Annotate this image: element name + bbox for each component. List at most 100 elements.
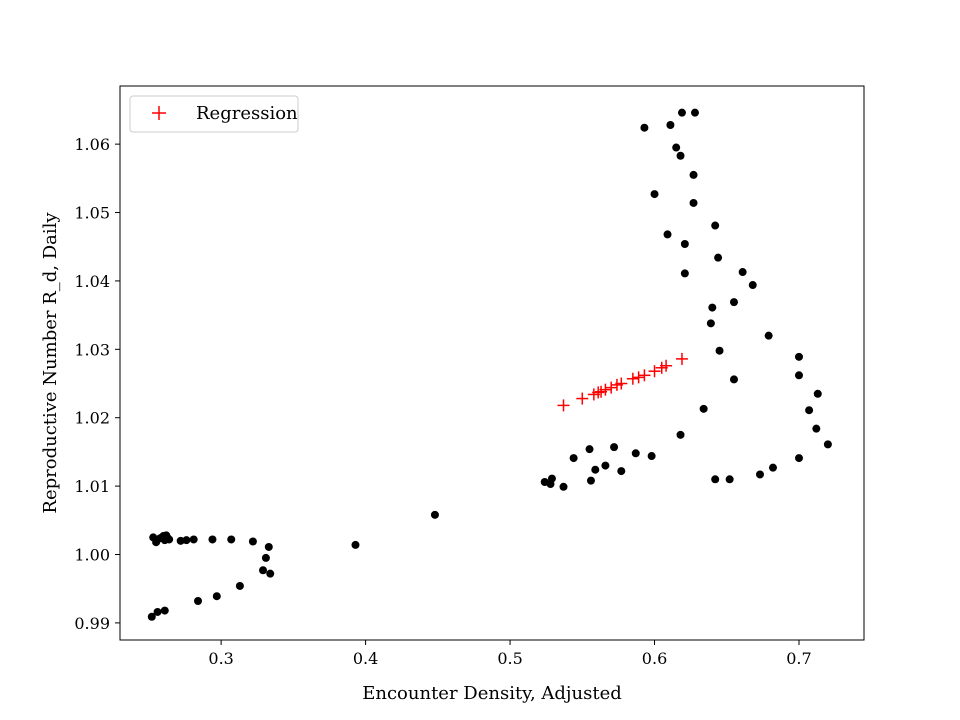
data-point — [212, 592, 221, 601]
data-point — [160, 606, 169, 615]
data-point — [680, 269, 689, 278]
data-point — [690, 108, 699, 117]
regression-point — [599, 383, 612, 396]
data-point — [794, 352, 803, 361]
data-point — [768, 463, 777, 472]
y-tick-label: 1.00 — [74, 546, 110, 565]
x-tick-label: 0.6 — [642, 649, 667, 668]
data-point — [430, 510, 439, 519]
data-point — [755, 470, 764, 479]
data-point — [677, 108, 686, 117]
regression-point — [660, 359, 673, 372]
data-point — [666, 120, 675, 129]
data-point — [264, 542, 273, 551]
regression-point — [557, 399, 570, 412]
data-point — [153, 607, 162, 616]
data-point — [631, 449, 640, 458]
data-point — [764, 331, 773, 340]
y-tick-label: 1.06 — [74, 135, 110, 154]
regression-point — [626, 372, 639, 385]
data-point — [805, 406, 814, 415]
data-point — [227, 535, 236, 544]
data-point — [259, 566, 268, 575]
data-point — [182, 536, 191, 545]
x-tick-label: 0.3 — [208, 649, 233, 668]
x-tick-label: 0.4 — [353, 649, 378, 668]
data-point — [676, 430, 685, 439]
y-tick-label: 0.99 — [74, 614, 110, 633]
data-point — [586, 476, 595, 485]
regression-point — [648, 365, 661, 378]
regression-point — [576, 392, 589, 405]
data-point — [725, 475, 734, 484]
data-point — [610, 443, 619, 452]
data-point — [547, 474, 556, 483]
data-point — [194, 597, 203, 606]
data-point — [617, 467, 626, 476]
plot-frame — [119, 85, 865, 641]
data-point — [738, 268, 747, 277]
data-point — [351, 540, 360, 549]
data-point — [165, 535, 174, 544]
data-point — [559, 482, 568, 491]
data-point — [676, 151, 685, 160]
regression-point — [638, 369, 651, 382]
regression-point — [605, 381, 618, 394]
x-axis: 0.3 0.4 0.5 0.6 0.7 — [208, 640, 812, 668]
legend-marker-regression — [152, 106, 166, 120]
data-point — [729, 298, 738, 307]
data-point — [680, 239, 689, 248]
plot-marks — [147, 108, 832, 621]
data-point — [715, 346, 724, 355]
data-point — [176, 536, 185, 545]
data-point — [711, 221, 720, 230]
y-tick-label: 1.04 — [74, 272, 110, 291]
data-point — [706, 319, 715, 328]
data-point — [235, 581, 244, 590]
x-tick-label: 0.5 — [497, 649, 522, 668]
legend-label-regression: Regression — [196, 103, 298, 124]
data-point — [647, 452, 656, 461]
x-tick-label: 0.7 — [786, 649, 811, 668]
legend-box — [129, 95, 299, 133]
data-point — [663, 230, 672, 239]
data-point — [794, 371, 803, 380]
y-tick-label: 1.02 — [74, 409, 110, 428]
x-axis-label: Encounter Density, Adjusted — [362, 683, 622, 704]
data-point — [266, 569, 275, 578]
data-point — [714, 253, 723, 262]
data-point — [189, 535, 198, 544]
y-axis: 0.99 1.00 1.01 1.02 1.03 1.04 1.05 1.06 — [74, 135, 120, 633]
y-tick-label: 1.05 — [74, 204, 110, 223]
y-tick-label: 1.01 — [74, 477, 110, 496]
data-point — [248, 537, 257, 546]
y-tick-label: 1.03 — [74, 340, 110, 359]
data-point — [640, 123, 649, 132]
legend: Regression — [129, 95, 299, 133]
data-point — [601, 461, 610, 470]
data-point — [813, 389, 822, 398]
y-axis-label: Reproductive Number R_d, Daily — [40, 212, 61, 514]
data-point — [591, 465, 600, 474]
data-point — [729, 375, 738, 384]
data-point — [748, 281, 757, 290]
regression-point — [615, 377, 628, 390]
regression-point — [675, 352, 688, 365]
data-point — [812, 424, 821, 433]
data-point — [794, 454, 803, 463]
data-point — [261, 553, 270, 562]
data-point — [208, 535, 217, 544]
data-point — [569, 454, 578, 463]
data-point — [711, 475, 720, 484]
data-point — [708, 303, 717, 312]
data-point — [699, 404, 708, 413]
data-point — [823, 440, 832, 449]
data-point — [672, 143, 681, 152]
data-point — [147, 612, 156, 621]
data-point — [585, 445, 594, 454]
data-point — [689, 198, 698, 207]
data-point — [689, 170, 698, 179]
data-point — [650, 190, 659, 199]
regression-point — [632, 371, 645, 384]
